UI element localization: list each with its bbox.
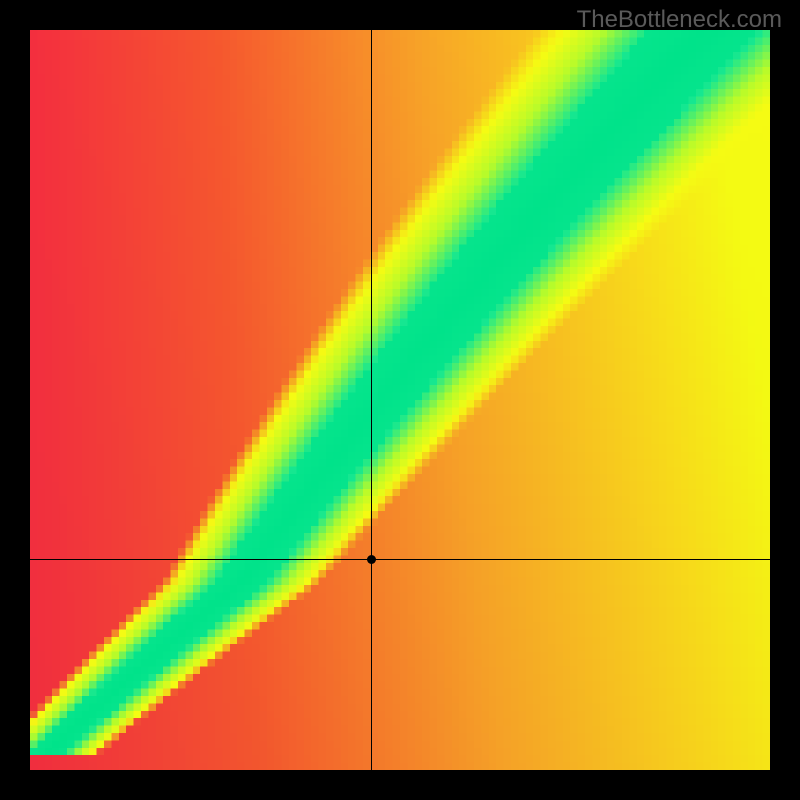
watermark-text: TheBottleneck.com	[577, 6, 782, 34]
crosshair-vertical	[371, 30, 372, 770]
crosshair-horizontal	[30, 559, 770, 560]
bottleneck-heatmap	[30, 30, 770, 770]
